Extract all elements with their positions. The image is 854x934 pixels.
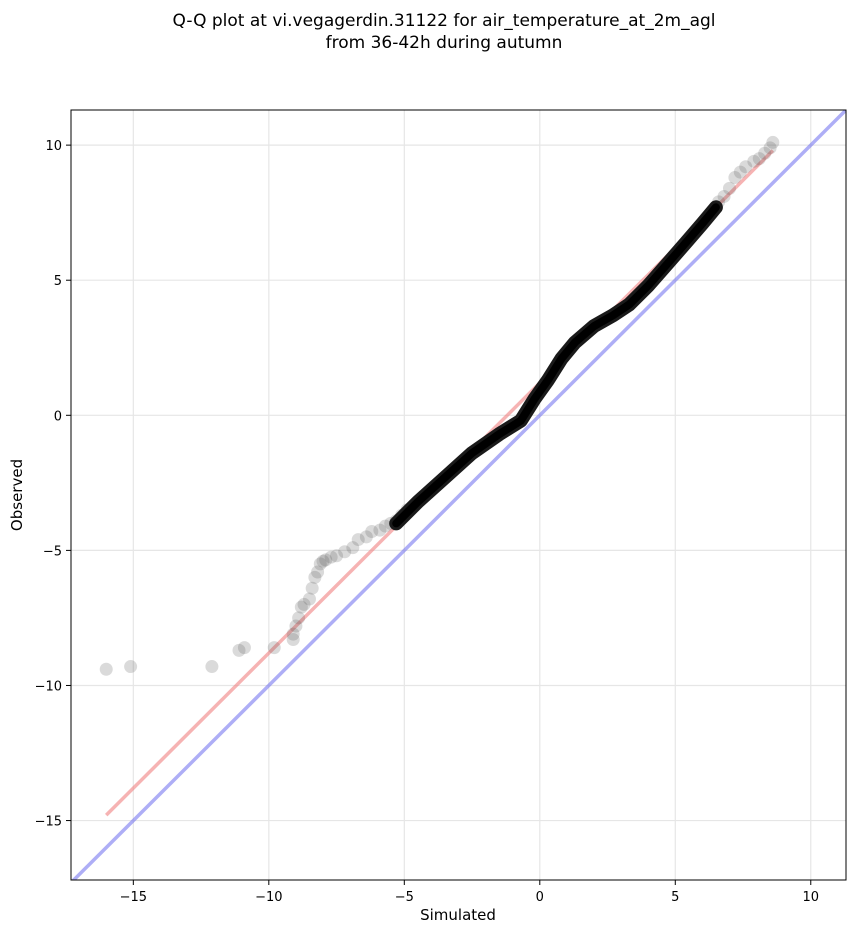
grid-lines <box>71 110 846 880</box>
scatter-point <box>232 643 246 657</box>
chart-title-line-2: from 36-42h during autumn <box>326 33 563 53</box>
scatter-point <box>733 165 747 179</box>
x-tick-label: −15 <box>120 890 147 905</box>
scatter-point <box>237 641 251 655</box>
scatter-point <box>292 611 306 625</box>
scatter-point <box>747 154 761 168</box>
scatter-point <box>763 141 777 155</box>
scatter-point <box>338 545 352 559</box>
scatter-point <box>365 524 379 538</box>
scatter-point <box>319 553 333 567</box>
scatter-point <box>124 660 138 674</box>
scatter-point <box>316 554 330 568</box>
scatter-points <box>99 135 780 676</box>
x-tick-label: −10 <box>255 890 282 905</box>
x-tick-label: −5 <box>395 890 414 905</box>
scatter-point <box>766 135 780 149</box>
scatter-point <box>752 152 766 166</box>
scatter-point <box>99 662 113 676</box>
scatter-point <box>351 533 365 547</box>
y-tick-label: −5 <box>43 544 62 559</box>
x-axis-label: Simulated <box>420 906 496 924</box>
scatter-point <box>378 519 392 533</box>
scatter-point <box>717 189 731 203</box>
scatter-point <box>330 549 344 563</box>
scatter-point <box>297 597 311 611</box>
x-tick-label: 5 <box>671 890 679 905</box>
plot-frame <box>70 109 847 881</box>
y-axis-ticks: −15 −10 −5 0 5 10 <box>35 139 71 830</box>
x-tick-label: 10 <box>802 890 819 905</box>
x-tick-label: 0 <box>536 890 544 905</box>
scatter-point <box>302 592 316 606</box>
x-axis-ticks: −15 −10 −5 0 5 10 <box>120 880 819 905</box>
y-tick-label: 5 <box>54 274 62 289</box>
scatter-point <box>324 550 338 564</box>
scatter-point <box>739 160 753 174</box>
chart-title-line-1: Q-Q plot at vi.vegagerdin.31122 for air_… <box>172 11 715 31</box>
scatter-point <box>311 565 325 579</box>
scatter-point <box>205 660 219 674</box>
y-tick-label: −15 <box>35 815 62 830</box>
y-tick-label: 10 <box>45 139 62 154</box>
scatter-point <box>305 581 319 595</box>
y-tick-label: 0 <box>54 409 62 424</box>
scatter-point <box>758 146 772 160</box>
scatter-point <box>359 530 373 544</box>
scatter-point <box>289 619 303 633</box>
scatter-point <box>722 181 736 195</box>
scatter-point <box>286 633 300 647</box>
scatter-point <box>294 600 308 614</box>
scatter-point <box>267 641 281 655</box>
identity-line <box>71 110 846 880</box>
scatter-point <box>728 171 742 185</box>
y-tick-label: −10 <box>35 679 62 694</box>
scatter-point <box>308 570 322 584</box>
scatter-point <box>286 627 300 641</box>
y-axis-label: Observed <box>8 459 26 531</box>
scatter-point <box>346 541 360 555</box>
scatter-point <box>313 557 327 571</box>
scatter-point <box>373 523 387 537</box>
quantile-core-line <box>392 203 720 528</box>
